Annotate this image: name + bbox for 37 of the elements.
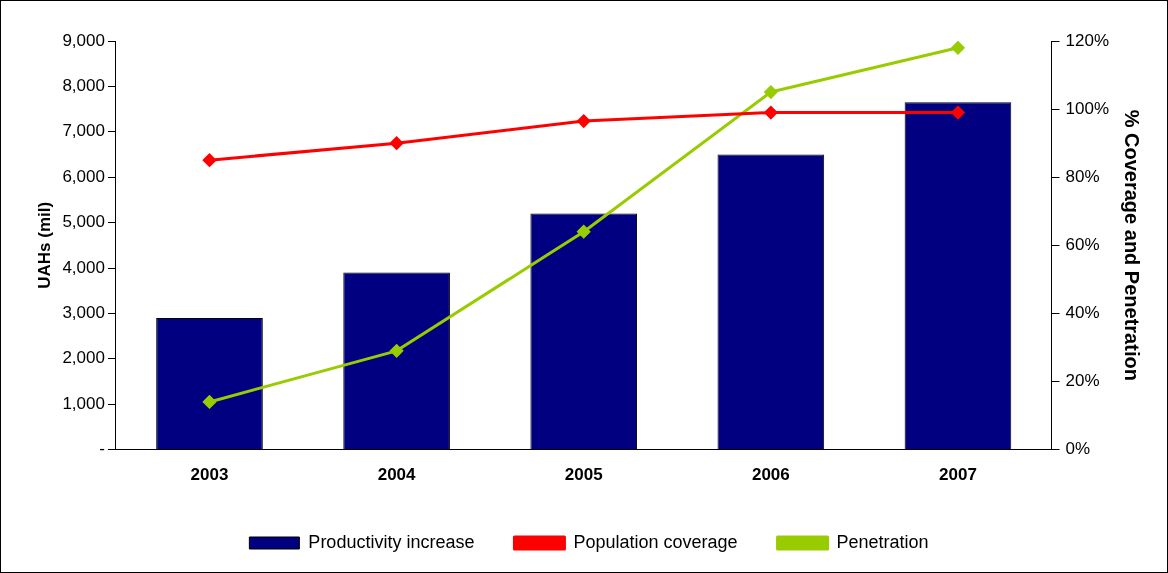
y-tick-label: 8,000 xyxy=(62,76,105,96)
y-tick-label: 5,000 xyxy=(62,212,105,232)
y-tick-label: - xyxy=(99,439,105,459)
y-tick-label: 2,000 xyxy=(62,348,105,368)
x-tick-label: 2006 xyxy=(751,465,790,485)
y2-tick-label: 60% xyxy=(1065,234,1100,254)
y-tick-label: 4,000 xyxy=(62,257,105,277)
y2-tick-label: 0% xyxy=(1065,439,1091,459)
point xyxy=(577,114,591,128)
y-tick-label: 9,000 xyxy=(62,30,105,50)
point xyxy=(203,153,216,167)
y2-tick-label: 120% xyxy=(1065,30,1109,50)
y2-tick-label: 40% xyxy=(1065,303,1100,323)
y2-tick-label: 100% xyxy=(1065,98,1109,118)
y-tick-label: 7,000 xyxy=(62,121,105,141)
x-tick-label: 2003 xyxy=(190,465,229,485)
point xyxy=(951,106,965,120)
y-axis-title: UAHs (mil) xyxy=(34,201,54,289)
legend-label: Productivity increase xyxy=(308,531,475,552)
legend-label: Penetration xyxy=(836,531,929,552)
x-tick-label: 2004 xyxy=(377,465,417,485)
y-tick-label: 3,000 xyxy=(62,303,105,323)
point xyxy=(203,395,216,409)
y-tick-label: 6,000 xyxy=(62,166,105,186)
y2-tick-label: 80% xyxy=(1065,166,1100,186)
point xyxy=(764,106,778,120)
point xyxy=(390,136,404,150)
point xyxy=(764,85,778,99)
x-tick-label: 2005 xyxy=(564,465,603,485)
point xyxy=(577,225,591,239)
y2-axis-title: % Coverage and Penetration xyxy=(1121,109,1144,381)
legend-label: Population coverage xyxy=(573,531,738,552)
point xyxy=(951,41,965,55)
y-tick-label: 1,000 xyxy=(62,393,105,413)
point xyxy=(390,344,404,358)
x-tick-label: 2007 xyxy=(939,465,977,485)
y2-tick-label: 20% xyxy=(1065,371,1100,391)
